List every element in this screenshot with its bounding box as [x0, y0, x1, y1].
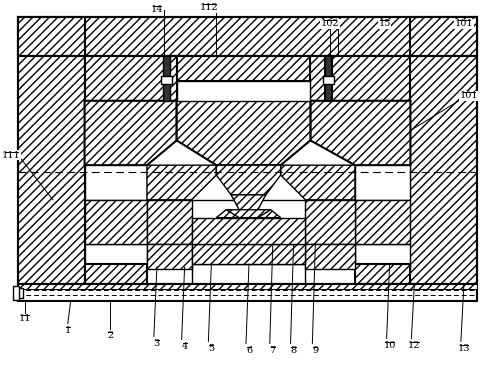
Bar [85, 165, 147, 200]
Polygon shape [192, 245, 306, 264]
Polygon shape [147, 165, 216, 200]
Polygon shape [355, 245, 410, 269]
Polygon shape [410, 56, 477, 284]
Polygon shape [18, 56, 85, 284]
Text: 101: 101 [455, 19, 473, 28]
Polygon shape [216, 210, 281, 218]
Text: 3: 3 [154, 339, 160, 348]
Polygon shape [176, 101, 311, 165]
Bar [355, 165, 410, 200]
Polygon shape [85, 101, 176, 165]
Text: 8: 8 [290, 346, 297, 355]
Text: 6: 6 [246, 346, 252, 355]
Polygon shape [18, 17, 477, 56]
Bar [161, 76, 172, 84]
Polygon shape [226, 210, 271, 218]
Bar [15, 288, 23, 298]
Polygon shape [192, 264, 306, 284]
Bar [323, 76, 334, 84]
Bar [18, 17, 477, 284]
Polygon shape [311, 101, 410, 165]
Polygon shape [306, 200, 355, 245]
Bar [192, 218, 306, 245]
Text: 111: 111 [2, 151, 21, 160]
Polygon shape [410, 17, 477, 56]
Text: 9: 9 [312, 346, 318, 355]
Text: 14: 14 [151, 5, 163, 14]
Text: 4: 4 [181, 342, 188, 351]
Polygon shape [306, 245, 355, 269]
Bar [18, 284, 477, 289]
Polygon shape [85, 245, 147, 269]
Polygon shape [216, 165, 281, 195]
Polygon shape [147, 200, 192, 245]
Text: 10: 10 [384, 341, 396, 350]
Polygon shape [85, 56, 176, 101]
Text: 102: 102 [321, 19, 340, 28]
Text: 11: 11 [19, 314, 32, 323]
Bar [18, 284, 477, 301]
Text: 7: 7 [270, 346, 276, 355]
Text: 15: 15 [379, 19, 391, 28]
Polygon shape [176, 56, 311, 81]
Polygon shape [85, 264, 147, 284]
Polygon shape [355, 200, 410, 245]
Polygon shape [147, 245, 192, 269]
Text: 2: 2 [107, 331, 113, 340]
Polygon shape [311, 56, 410, 101]
Bar [163, 56, 170, 101]
Bar [13, 286, 19, 300]
Text: 12: 12 [408, 341, 421, 350]
Bar [176, 81, 311, 101]
Text: 101: 101 [459, 91, 478, 100]
Polygon shape [231, 195, 266, 210]
Polygon shape [281, 165, 355, 200]
Polygon shape [355, 264, 410, 284]
Polygon shape [85, 200, 147, 245]
Text: 1: 1 [65, 326, 71, 335]
Text: 112: 112 [200, 3, 219, 12]
Text: 5: 5 [208, 344, 214, 353]
Polygon shape [239, 210, 258, 218]
Polygon shape [18, 17, 85, 56]
Polygon shape [147, 200, 355, 245]
Text: 13: 13 [458, 344, 470, 353]
Bar [325, 56, 332, 101]
